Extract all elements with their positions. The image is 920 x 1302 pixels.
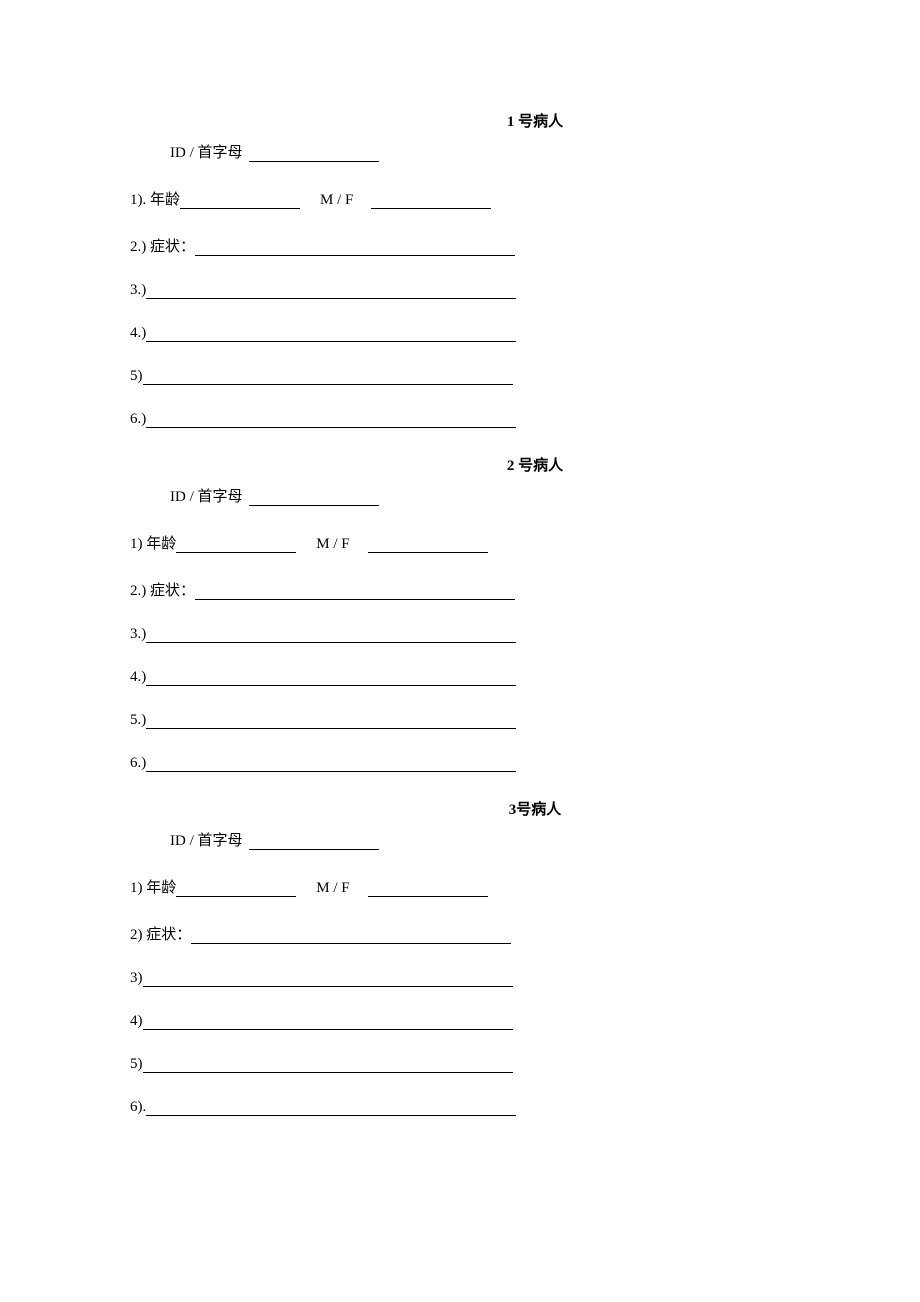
patient-title: 3号病人	[130, 798, 790, 819]
row-prefix: 4.)	[130, 669, 146, 686]
line-row: 5.)	[130, 712, 790, 729]
row-prefix: 2.) 症状：	[130, 235, 195, 256]
blank-line[interactable]	[146, 713, 516, 730]
patient-title: 1 号病人	[130, 110, 790, 131]
symptom-row: 2) 症状：	[130, 923, 790, 944]
row-prefix: 5)	[130, 1056, 143, 1073]
line-row: 4.)	[130, 669, 790, 686]
row-prefix: 6).	[130, 1099, 146, 1116]
age-prefix: 1) 年龄	[130, 532, 176, 553]
blank-line[interactable]	[146, 756, 516, 773]
line-row: 6.)	[130, 755, 790, 772]
blank-mf[interactable]	[368, 881, 488, 898]
line-row: 3.)	[130, 282, 790, 299]
blank-mf[interactable]	[368, 537, 488, 554]
symptom-row: 2.) 症状：	[130, 235, 790, 256]
row-prefix: 3.)	[130, 282, 146, 299]
row-prefix: 4.)	[130, 325, 146, 342]
id-label: ID / 首字母	[170, 829, 243, 850]
blank-line[interactable]	[146, 670, 516, 687]
form-page: 1 号病人 ID / 首字母 1). 年龄 M / F 2.) 症状： 3.) …	[0, 0, 920, 1222]
row-prefix: 5)	[130, 368, 143, 385]
id-label: ID / 首字母	[170, 141, 243, 162]
row-prefix: 6.)	[130, 411, 146, 428]
blank-id[interactable]	[249, 834, 379, 851]
blank-symptom[interactable]	[195, 240, 515, 257]
row-prefix: 4)	[130, 1013, 143, 1030]
blank-id[interactable]	[249, 490, 379, 507]
blank-line[interactable]	[143, 971, 513, 988]
blank-line[interactable]	[143, 1057, 513, 1074]
line-row: 6).	[130, 1099, 790, 1116]
patient-title: 2 号病人	[130, 454, 790, 475]
blank-mf[interactable]	[371, 193, 491, 210]
blank-id[interactable]	[249, 146, 379, 163]
line-row: 3.)	[130, 626, 790, 643]
patient-section-1: 1 号病人 ID / 首字母 1). 年龄 M / F 2.) 症状： 3.) …	[130, 110, 790, 428]
blank-line[interactable]	[146, 326, 516, 343]
age-row: 1). 年龄 M / F	[130, 188, 790, 209]
line-row: 6.)	[130, 411, 790, 428]
patient-section-2: 2 号病人 ID / 首字母 1) 年龄 M / F 2.) 症状： 3.) 4…	[130, 454, 790, 772]
mf-label: M / F	[316, 880, 349, 897]
age-row: 1) 年龄 M / F	[130, 876, 790, 897]
row-prefix: 3)	[130, 970, 143, 987]
blank-symptom[interactable]	[195, 584, 515, 601]
patient-section-3: 3号病人 ID / 首字母 1) 年龄 M / F 2) 症状： 3) 4) 5…	[130, 798, 790, 1116]
blank-line[interactable]	[146, 1100, 516, 1117]
row-prefix: 2) 症状：	[130, 923, 191, 944]
blank-line[interactable]	[146, 283, 516, 300]
blank-line[interactable]	[143, 1014, 513, 1031]
id-row: ID / 首字母	[170, 485, 790, 506]
id-row: ID / 首字母	[170, 141, 790, 162]
blank-line[interactable]	[146, 627, 516, 644]
line-row: 3)	[130, 970, 790, 987]
row-prefix: 3.)	[130, 626, 146, 643]
blank-symptom[interactable]	[191, 928, 511, 945]
blank-line[interactable]	[143, 369, 513, 386]
row-prefix: 2.) 症状：	[130, 579, 195, 600]
row-prefix: 6.)	[130, 755, 146, 772]
blank-age[interactable]	[180, 193, 300, 210]
id-row: ID / 首字母	[170, 829, 790, 850]
age-row: 1) 年龄 M / F	[130, 532, 790, 553]
id-label: ID / 首字母	[170, 485, 243, 506]
age-prefix: 1). 年龄	[130, 188, 180, 209]
line-row: 5)	[130, 1056, 790, 1073]
blank-age[interactable]	[176, 537, 296, 554]
age-prefix: 1) 年龄	[130, 876, 176, 897]
line-row: 4)	[130, 1013, 790, 1030]
line-row: 4.)	[130, 325, 790, 342]
symptom-row: 2.) 症状：	[130, 579, 790, 600]
row-prefix: 5.)	[130, 712, 146, 729]
mf-label: M / F	[320, 192, 353, 209]
line-row: 5)	[130, 368, 790, 385]
blank-line[interactable]	[146, 412, 516, 429]
blank-age[interactable]	[176, 881, 296, 898]
mf-label: M / F	[316, 536, 349, 553]
